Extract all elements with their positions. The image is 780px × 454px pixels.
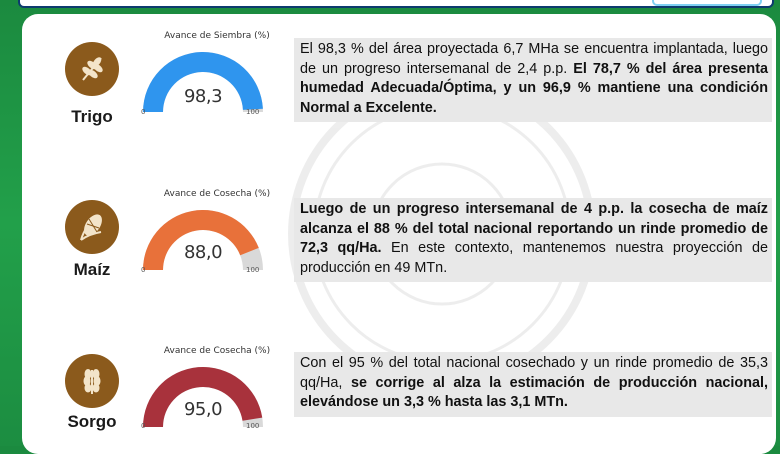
crop-name-sorgo: Sorgo bbox=[67, 412, 117, 431]
summary-bold-text: se corrige al alza la estimación de prod… bbox=[300, 374, 768, 411]
wheat-icon bbox=[65, 42, 119, 96]
gauge-min-label: 0 bbox=[141, 422, 146, 430]
sowing-progress-gauge bbox=[143, 51, 263, 112]
harvest-progress-gauge bbox=[143, 209, 263, 270]
gauge-title: Avance de Cosecha (%) bbox=[163, 189, 271, 199]
gauge-fill bbox=[143, 51, 263, 112]
crop-summary-text: Luego de un progreso intersemanal de 4 p… bbox=[294, 198, 772, 282]
crop-summary-text: El 98,3 % del área proyectada 6,7 MHa se… bbox=[294, 38, 772, 122]
gauge-fill bbox=[143, 209, 259, 270]
gauge-max-label: 100 bbox=[246, 422, 260, 430]
gauge-title: Avance de Siembra (%) bbox=[164, 31, 270, 41]
header-tab bbox=[652, 0, 762, 6]
summary-text: En este contexto, mantenemos nuestra pro… bbox=[300, 240, 768, 276]
crop-name-maiz: Maíz bbox=[73, 260, 111, 279]
gauge-fill bbox=[143, 366, 263, 427]
summary-text: Con el 95 % del total nacional cosechado… bbox=[300, 355, 768, 391]
gauge-value: 95,0 bbox=[183, 399, 223, 420]
corn-icon bbox=[65, 200, 119, 254]
gauge-min-label: 0 bbox=[141, 266, 146, 274]
summary-text: El 98,3 % del área proyectada 6,7 MHa se… bbox=[300, 41, 768, 77]
sorghum-icon bbox=[65, 354, 119, 408]
header-bar bbox=[18, 0, 774, 8]
gauge-title: Avance de Cosecha (%) bbox=[163, 346, 271, 356]
crop-name-trigo: Trigo bbox=[71, 107, 113, 126]
harvest-progress-gauge bbox=[143, 366, 263, 427]
gauge-max-label: 100 bbox=[246, 266, 260, 274]
gauge-min-label: 0 bbox=[141, 108, 146, 116]
gauge-value: 98,3 bbox=[183, 86, 223, 107]
gauge-max-label: 100 bbox=[246, 108, 260, 116]
crop-summary-text: Con el 95 % del total nacional cosechado… bbox=[294, 352, 772, 417]
crop-report-panel: Trigo Avance de Siembra (%) 98,3 0 100 E… bbox=[22, 14, 776, 454]
summary-bold-text: Luego de un progreso intersemanal de 4 p… bbox=[300, 201, 768, 256]
gauge-value: 88,0 bbox=[183, 242, 223, 263]
summary-bold-text: El 78,7 % del área presenta humedad Adec… bbox=[300, 60, 769, 116]
